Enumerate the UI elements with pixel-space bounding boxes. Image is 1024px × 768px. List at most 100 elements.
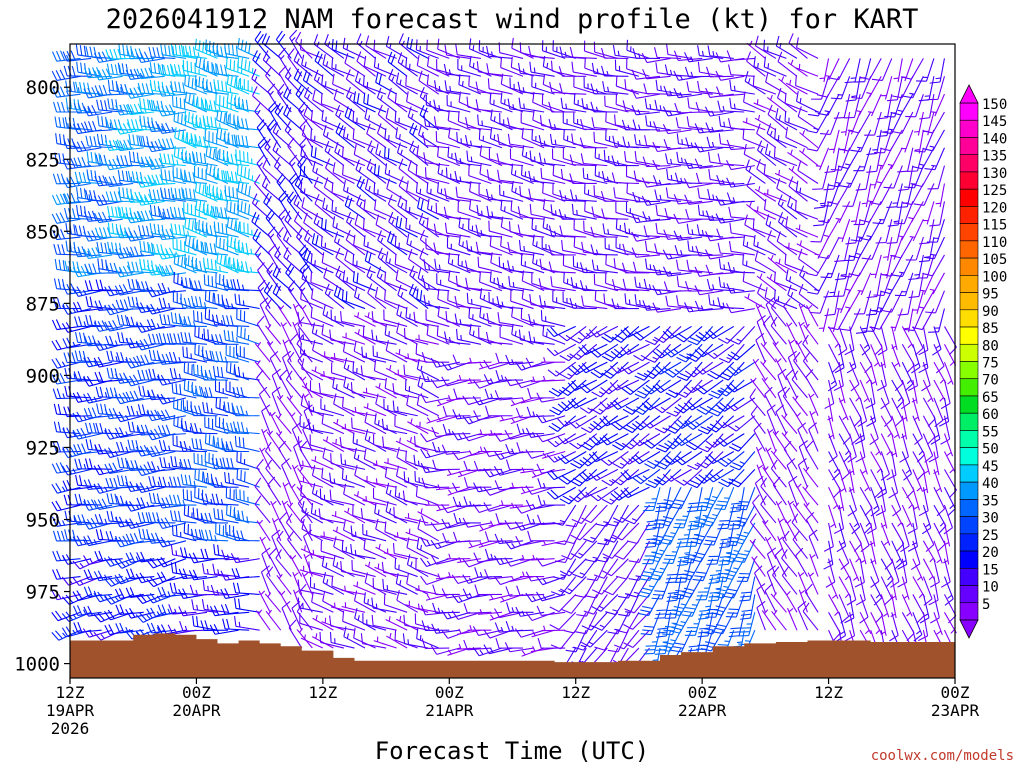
wind-barb <box>64 529 92 542</box>
wind-barb <box>916 58 935 82</box>
wind-barb <box>303 86 324 113</box>
wind-barb <box>615 202 640 220</box>
wind-barb <box>168 604 197 615</box>
wind-barb <box>752 494 766 524</box>
wind-barb <box>340 453 366 470</box>
colorbar-swatch <box>959 395 979 414</box>
wind-barb <box>497 312 524 327</box>
wind-barb <box>256 119 271 149</box>
wind-barb <box>169 333 197 345</box>
wind-barb <box>484 405 513 417</box>
wind-barb <box>117 457 144 470</box>
wind-barb <box>756 583 766 613</box>
wind-barb <box>212 63 239 77</box>
wind-barb <box>394 92 418 113</box>
x-tick-label: 22APR <box>678 701 727 720</box>
wind-barb <box>796 240 819 256</box>
wind-barb <box>775 500 787 524</box>
wind-barb <box>859 486 873 517</box>
wind-barb <box>364 561 387 578</box>
wind-barb <box>364 108 387 131</box>
wind-barb <box>127 278 155 292</box>
wind-barb <box>324 283 345 309</box>
wind-barb <box>213 293 239 310</box>
wind-barb <box>528 188 555 202</box>
wind-barb <box>224 185 250 202</box>
wind-barb <box>299 565 324 578</box>
wind-barb <box>525 427 555 438</box>
wind-barb <box>180 152 208 167</box>
wind-barb <box>277 305 292 327</box>
wind-barb <box>507 260 534 274</box>
wind-barb <box>673 504 693 529</box>
wind-barb <box>499 113 524 131</box>
wind-barb <box>51 500 81 512</box>
wind-barb <box>420 515 450 526</box>
wind-barb <box>319 631 345 649</box>
wind-barb <box>266 262 282 292</box>
wind-barb <box>83 499 113 511</box>
wind-barb <box>214 380 239 399</box>
wind-barb <box>907 522 919 552</box>
colorbar-label: 40 <box>982 476 999 492</box>
wind-barb <box>226 235 250 256</box>
wind-barb <box>320 531 345 542</box>
wind-barb <box>261 176 282 202</box>
wind-barb <box>729 241 755 256</box>
wind-barb <box>286 191 303 220</box>
wind-barb <box>95 386 123 399</box>
wind-barb <box>179 547 207 560</box>
wind-barb <box>343 376 366 399</box>
wind-barb <box>62 554 92 565</box>
wind-barb <box>718 258 745 274</box>
wind-barb <box>775 358 787 381</box>
wind-barb <box>687 240 713 256</box>
wind-barb <box>364 178 387 202</box>
wind-barb <box>891 397 904 427</box>
wind-barb <box>571 133 597 149</box>
wind-barb <box>742 117 766 131</box>
wind-barb <box>520 164 545 184</box>
wind-barb <box>377 104 397 131</box>
wind-barb <box>182 346 208 363</box>
wind-barb <box>559 225 587 238</box>
wind-barb <box>728 433 756 452</box>
wind-barb <box>261 404 271 434</box>
colorbar-swatch <box>959 119 979 138</box>
wind-barb <box>353 627 376 649</box>
wind-barb <box>360 508 387 524</box>
wind-barb <box>172 238 197 256</box>
wind-barb <box>342 610 366 631</box>
wind-barb <box>323 177 345 202</box>
wind-barb <box>62 427 92 439</box>
wind-barb <box>477 114 503 131</box>
wind-barb <box>570 189 597 202</box>
wind-barb <box>484 531 513 542</box>
wind-barb <box>159 456 186 470</box>
wind-barb <box>312 615 334 631</box>
wind-barb <box>276 395 292 417</box>
wind-barb <box>301 197 324 220</box>
colorbar-label: 65 <box>982 390 999 406</box>
wind-barb <box>591 117 618 131</box>
wind-barb <box>362 218 387 238</box>
wind-barb <box>310 129 334 149</box>
wind-barb <box>352 432 376 453</box>
wind-barb <box>51 339 81 351</box>
wind-barb <box>552 504 577 526</box>
wind-barb <box>828 612 841 642</box>
wind-barb <box>106 350 134 363</box>
wind-barb <box>354 214 376 238</box>
wind-barb <box>363 199 387 220</box>
wind-barb <box>943 344 957 367</box>
wind-barb <box>454 313 481 327</box>
wind-barb <box>286 395 303 417</box>
wind-barb <box>157 104 186 117</box>
wind-barb <box>158 208 186 220</box>
wind-barb <box>95 422 123 435</box>
wind-barb <box>624 504 650 525</box>
wind-barb <box>830 76 851 100</box>
wind-barb <box>237 180 260 202</box>
wind-barb <box>846 344 857 374</box>
wind-barb <box>148 512 176 524</box>
